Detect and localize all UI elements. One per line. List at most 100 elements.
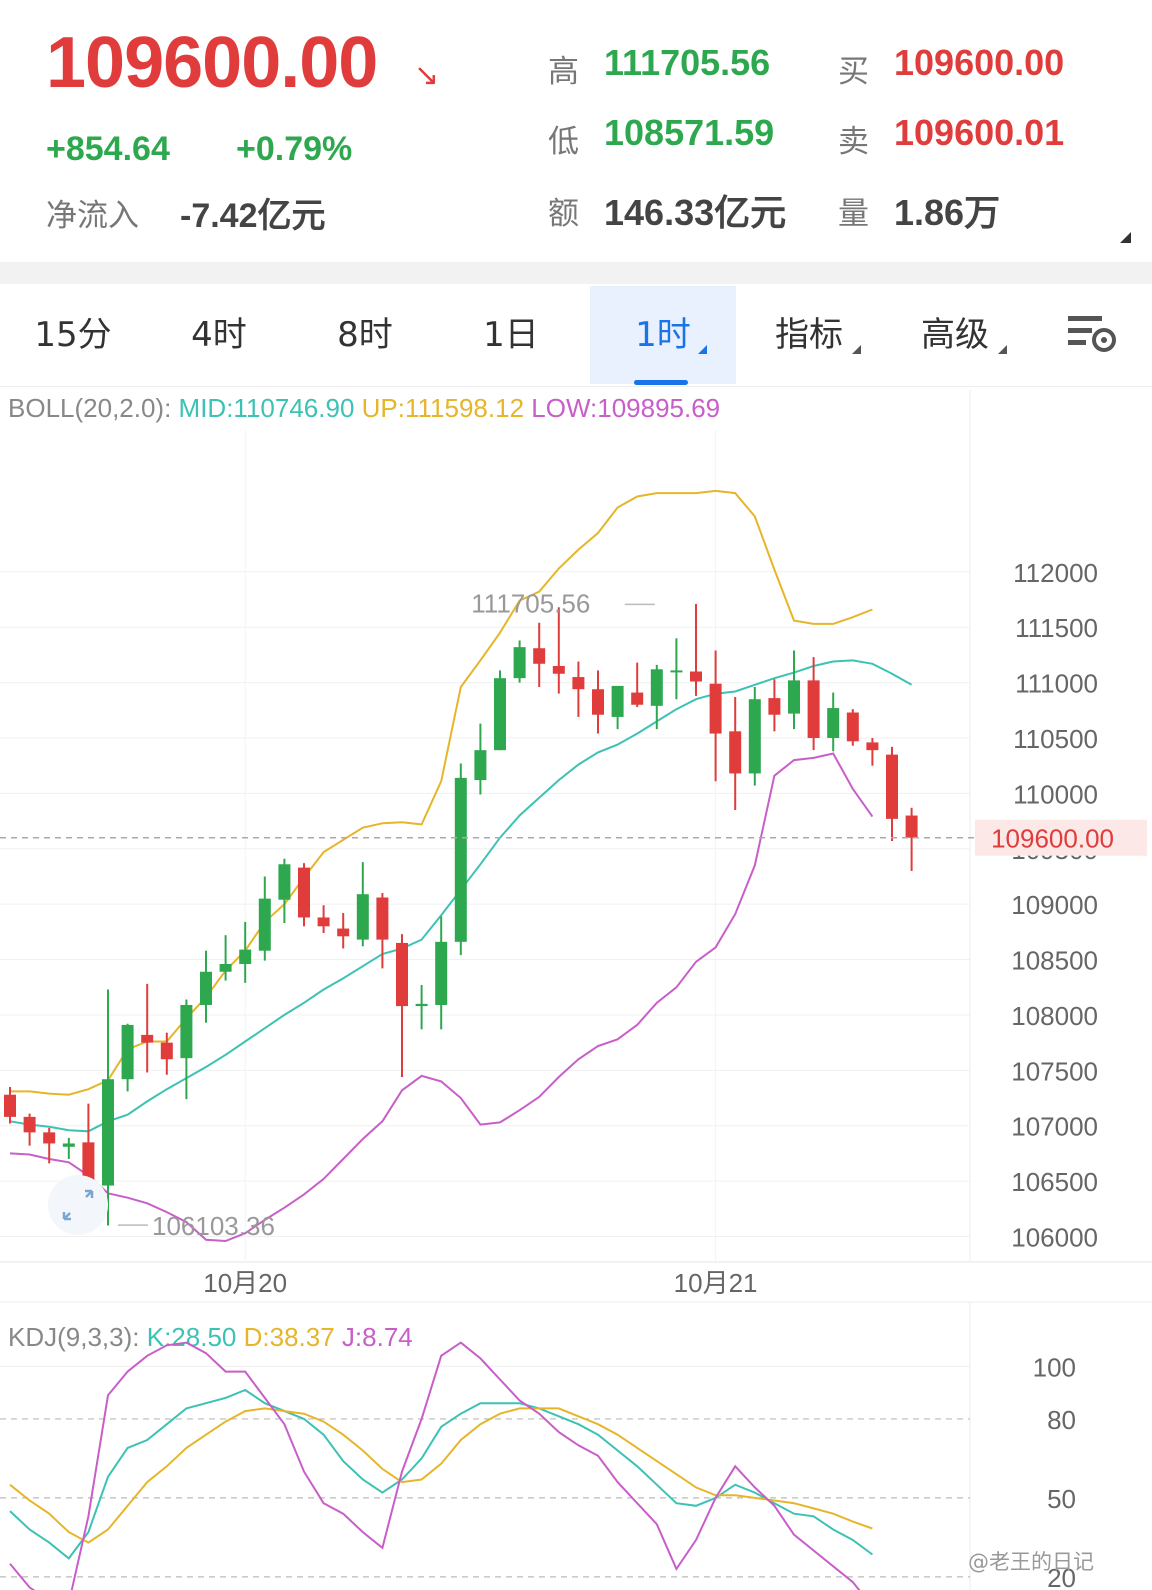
candle-body: [435, 941, 448, 1005]
candle-body: [552, 665, 565, 674]
amount-value: 146.33亿元: [604, 192, 787, 233]
candle-body: [298, 867, 310, 918]
low-value: 108571.59: [604, 112, 775, 153]
tab-label: 高级: [921, 315, 989, 355]
tab-advanced[interactable]: 高级: [882, 286, 1028, 384]
watermark: @老王的日记: [968, 1550, 1094, 1574]
candle-body: [866, 742, 879, 751]
kdj-legend: KDJ(9,3,3): K:28.50 D:38.37 J:8.74: [8, 1322, 413, 1353]
low-label: 低: [548, 124, 579, 160]
tab-8h[interactable]: 8时: [292, 286, 438, 384]
current-price-label: 109600.00: [991, 824, 1114, 854]
kdj-tick-label: 100: [1033, 1352, 1076, 1382]
candle-body: [4, 1094, 16, 1117]
current-price-tag: [975, 819, 1147, 856]
candle-body: [690, 671, 702, 682]
tab-1d[interactable]: 1日: [438, 286, 584, 384]
kdj-tick-label: 20: [1047, 1563, 1076, 1590]
y-tick-label: 107500: [1011, 1056, 1098, 1086]
candle-body: [219, 963, 232, 972]
tab-indicators[interactable]: 指标: [736, 286, 882, 384]
boll-line-low: [9, 752, 874, 1243]
tab-4h[interactable]: 4时: [146, 286, 292, 384]
high-label: 高: [548, 54, 579, 90]
x-tick-label: 10月20: [203, 1268, 287, 1298]
price-change-percent: +0.79%: [236, 130, 353, 168]
y-tick-label: 106000: [1011, 1223, 1098, 1253]
high-marker-label: 111705.56: [471, 588, 590, 618]
amount-label: 额: [548, 196, 579, 232]
kdj-line-d: [9, 1407, 873, 1544]
net-inflow-value: -7.42亿元: [180, 197, 326, 235]
tab-label: 4时: [191, 315, 247, 355]
boll-up: UP:111598.12: [361, 393, 525, 423]
candle-body: [886, 754, 898, 819]
chart-settings-icon[interactable]: [1040, 286, 1152, 384]
candle-body: [709, 683, 722, 734]
active-tab-indicator: [634, 380, 688, 385]
candle-body: [317, 917, 330, 927]
dropdown-triangle-icon: [998, 345, 1007, 354]
candle-body: [356, 894, 369, 940]
candle-body: [180, 1004, 193, 1059]
kdj-tick-label: 50: [1047, 1484, 1076, 1514]
y-tick-label: 110000: [1013, 779, 1098, 809]
candle-body: [670, 670, 683, 673]
x-tick-label: 10月21: [674, 1268, 758, 1298]
tab-divider: [0, 386, 1152, 387]
candle-body: [650, 669, 663, 706]
candle-body: [572, 677, 585, 690]
candle-body: [82, 1142, 95, 1181]
boll-legend: BOLL(20,2.0): MID:110746.90 UP:111598.12…: [8, 393, 720, 424]
candle-body: [454, 777, 467, 942]
candle-body: [631, 692, 644, 705]
candle-body: [494, 678, 506, 751]
kdj-tick-label: 80: [1047, 1405, 1076, 1435]
kdj-name: KDJ(9,3,3):: [8, 1322, 140, 1352]
volume-value: 1.86万: [894, 192, 1001, 233]
candle-body: [258, 898, 271, 951]
candle-body: [200, 971, 212, 1005]
candle-body: [376, 897, 389, 940]
tab-15min[interactable]: 15分: [0, 286, 146, 384]
candle-body: [611, 685, 624, 717]
last-price: 109600.00: [46, 23, 378, 103]
candle-body: [788, 680, 800, 714]
candle-body: [141, 1034, 154, 1043]
dropdown-triangle-icon: [852, 345, 861, 354]
net-inflow-label: 净流入: [46, 198, 139, 234]
volume-label: 量: [838, 196, 869, 232]
y-tick-label: 111000: [1015, 669, 1098, 699]
section-divider: [0, 262, 1152, 284]
candle-body: [43, 1132, 56, 1144]
candle-body: [533, 648, 546, 664]
high-value: 111705.56: [604, 42, 771, 83]
kdj-j: J:8.74: [341, 1322, 413, 1352]
buy-label: 买: [838, 54, 869, 90]
zoom-button: [48, 1175, 108, 1235]
candle-body: [513, 647, 526, 679]
sell-value: 109600.01: [894, 112, 1065, 153]
y-tick-label: 107000: [1011, 1112, 1098, 1142]
tab-1h[interactable]: 1时: [590, 286, 736, 384]
boll-mid: MID:110746.90: [178, 393, 355, 423]
tab-label: 1日: [483, 315, 539, 355]
candle-body: [474, 750, 487, 781]
candle-body: [62, 1143, 75, 1147]
candle-body: [121, 1024, 134, 1080]
tab-label: 指标: [775, 315, 843, 355]
y-tick-label: 110500: [1013, 724, 1098, 754]
expand-corner-icon[interactable]: [1120, 232, 1131, 243]
candle-body: [768, 698, 781, 715]
boll-line-up: [10, 489, 873, 1096]
chart-settings-glyph: [1068, 316, 1116, 352]
candle-body: [396, 942, 408, 1007]
tab-label: 8时: [337, 315, 393, 355]
kdj-d: D:38.37: [243, 1322, 335, 1352]
y-tick-label: 111500: [1015, 613, 1098, 643]
candle-body: [278, 864, 291, 900]
candle-body: [102, 1079, 114, 1186]
kdj-line-k: [9, 1388, 873, 1560]
candle-body: [807, 680, 820, 738]
